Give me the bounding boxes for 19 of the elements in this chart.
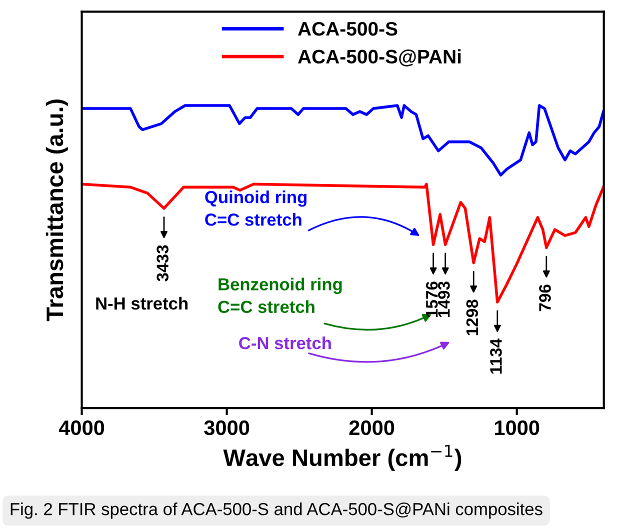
annotation: 1298: [466, 300, 478, 336]
annotation: Quinoid ring C=C stretch: [205, 190, 306, 226]
annotation: 796: [539, 284, 551, 312]
legend-label: ACA-500-S: [298, 22, 398, 36]
annotation: 1493: [438, 282, 450, 317]
annotation: C-N stretch: [239, 336, 331, 350]
x-tick-label: 3000: [204, 420, 250, 436]
x-tick-label: 1000: [494, 420, 540, 436]
y-axis-title: Transmittance (a.u.): [46, 100, 68, 322]
x-tick-label: 2000: [349, 420, 394, 436]
annotation: Benzenoid ring C=C stretch: [218, 278, 342, 314]
annotation: 3433: [156, 245, 168, 282]
legend-label: ACA-500-S@PANi: [298, 49, 461, 66]
x-tick-label: 4000: [58, 420, 104, 436]
caption: Fig. 2 FTIR spectra of ACA-500-S and ACA-500-S@PANi composites: [10, 502, 542, 519]
x-axis-title: Wave Number (cm$^{−1}$): [223, 444, 462, 471]
annotation: N-H stretch: [96, 296, 188, 310]
annotation: 1134: [490, 338, 502, 374]
annotation: 1576: [426, 282, 438, 317]
